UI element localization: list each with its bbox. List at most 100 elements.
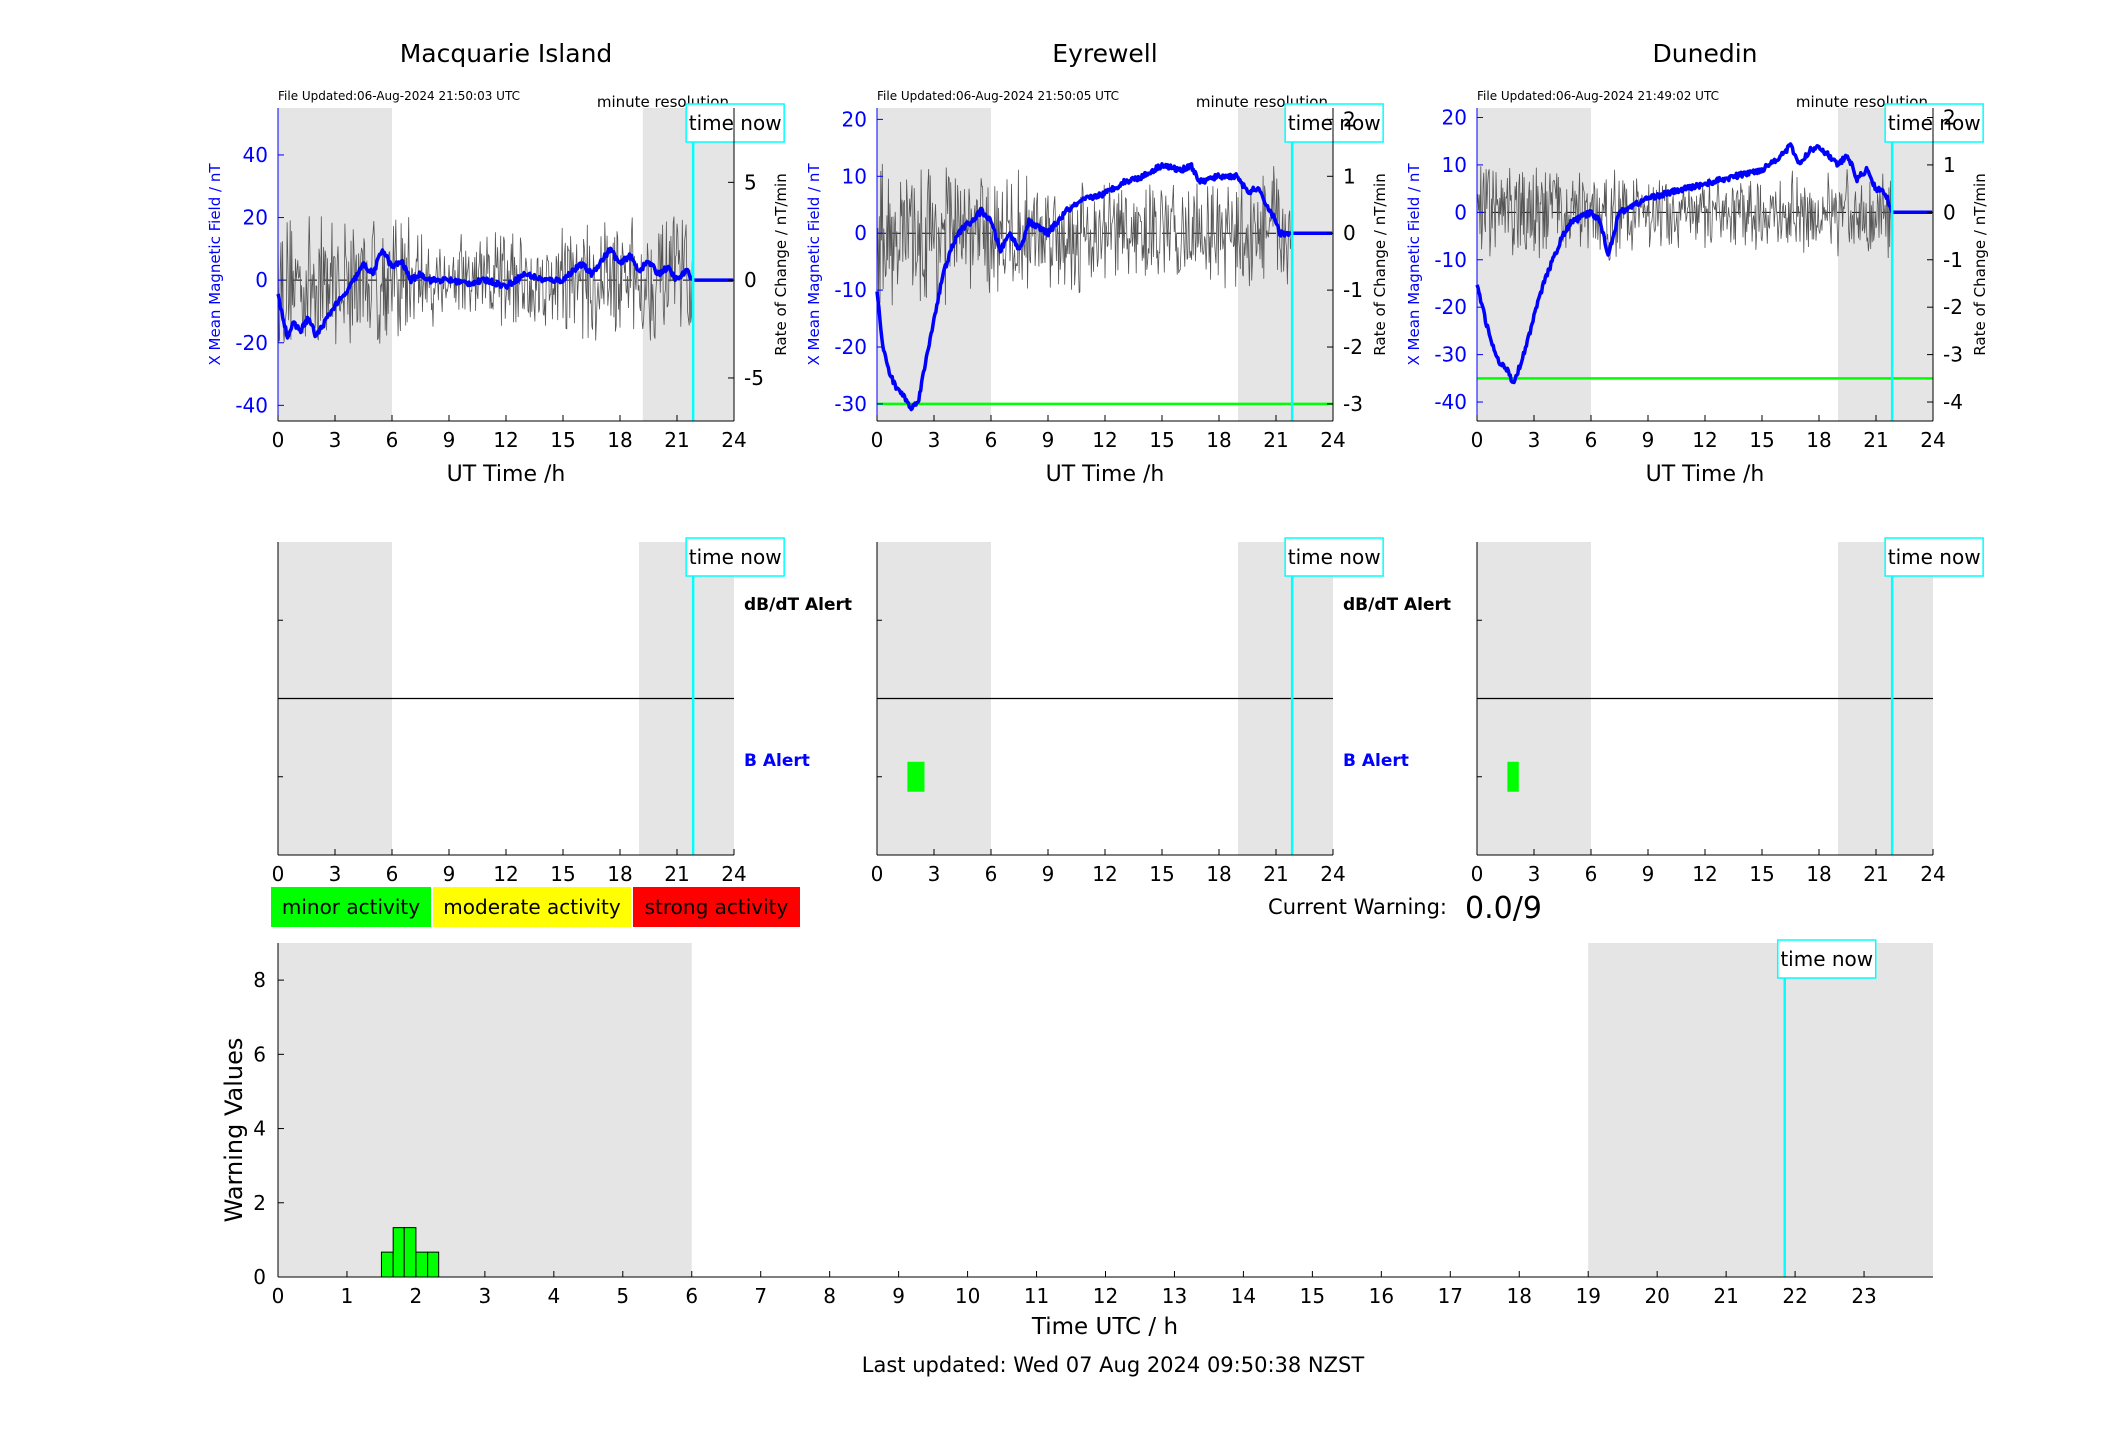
- warning-x-tick-label: 7: [754, 1284, 767, 1308]
- alert-1-dbdt-alert-label: dB/dT Alert: [1343, 595, 1451, 615]
- warning-bar: [392, 1227, 405, 1278]
- legend-label: strong activity: [645, 895, 789, 919]
- warning-time-now-label: time now: [1780, 947, 1873, 971]
- station-1-y-tick-label-left: -30: [834, 392, 867, 416]
- station-0-time-now-frame: [685, 103, 785, 143]
- station-2-file-updated: File Updated:06-Aug-2024 21:49:02 UTC: [1477, 89, 1719, 103]
- alert-1-x-tick-label: 0: [871, 862, 884, 886]
- station-0-x-tick-label: 15: [550, 428, 575, 452]
- warning-x-tick-label: 18: [1507, 1284, 1532, 1308]
- station-0-time-now-label: time now: [689, 111, 782, 135]
- warning-x-tick-label: 6: [685, 1284, 698, 1308]
- warning-x-tick-label: 4: [547, 1284, 560, 1308]
- alert-0-b-alert-label: B Alert: [744, 751, 810, 771]
- legend-item-minor-activity: minor activity: [271, 887, 431, 927]
- warning-y-tick-label: 4: [253, 1117, 266, 1141]
- station-2-rate-of-change-trace: [1476, 166, 1893, 262]
- station-0-title: Macquarie Island: [400, 39, 613, 68]
- warning-x-tick-label: 22: [1782, 1284, 1807, 1308]
- warning-x-tick-label: 2: [410, 1284, 423, 1308]
- station-1-y-tick-label-left: 20: [842, 107, 867, 131]
- station-2-title: Dunedin: [1653, 39, 1758, 68]
- legend-item-strong-activity: strong activity: [633, 887, 800, 927]
- warning-x-tick-label: 11: [1024, 1284, 1049, 1308]
- station-1-time-now-box: time now: [1284, 103, 1384, 143]
- station-2-y-tick-label-right: -1: [1943, 248, 1963, 272]
- alert-2-time-now-box: time now: [1884, 537, 1984, 577]
- alert-2-x-tick-label: 3: [1528, 862, 1541, 886]
- station-1-y-tick-label-left: 10: [842, 164, 867, 188]
- alert-1-time-now-frame: [1284, 537, 1384, 577]
- alert-0-time-now-frame: [685, 537, 785, 577]
- station-0-y-tick-label-left: -40: [235, 393, 268, 417]
- legend-label: moderate activity: [443, 895, 621, 919]
- alert-2-x-tick-label: 15: [1749, 862, 1774, 886]
- warning-x-tick-label: 0: [272, 1284, 285, 1308]
- alert-1-x-tick-label: 24: [1320, 862, 1345, 886]
- station-1-y-tick-label-right: 1: [1343, 164, 1356, 188]
- station-0-y-tick-label-left: 0: [255, 268, 268, 292]
- station-1-y-tick-label-right: -3: [1343, 392, 1363, 416]
- alert-1-x-tick-label: 21: [1263, 862, 1288, 886]
- station-2-x-tick-label: 21: [1863, 428, 1888, 452]
- alert-2-x-tick-label: 9: [1642, 862, 1655, 886]
- station-1-y-tick-label-right: 2: [1343, 107, 1356, 131]
- alert-1-x-tick-label: 18: [1206, 862, 1231, 886]
- station-2-x-tick-label: 15: [1749, 428, 1774, 452]
- station-0-x-tick-label: 9: [443, 428, 456, 452]
- warning-bar: [427, 1251, 440, 1278]
- warning-x-tick-label: 8: [823, 1284, 836, 1308]
- station-1-x-tick-label: 9: [1042, 428, 1055, 452]
- station-2-y-tick-label-right: -2: [1943, 295, 1963, 319]
- station-0-x-tick-label: 0: [272, 428, 285, 452]
- alert-1-b-alert-bar: [907, 761, 925, 792]
- station-2-y-tick-label-left: -20: [1434, 295, 1467, 319]
- station-2-y-tick-label-left: 0: [1454, 200, 1467, 224]
- warning-bar: [380, 1251, 394, 1278]
- alert-2-x-tick-label: 6: [1585, 862, 1598, 886]
- warning-time-now-box: time now: [1776, 939, 1877, 979]
- alert-2-x-tick-label: 21: [1863, 862, 1888, 886]
- warning-x-tick-label: 10: [955, 1284, 980, 1308]
- alert-0-x-tick-label: 3: [329, 862, 342, 886]
- warning-bar: [415, 1251, 429, 1278]
- warning-x-tick-label: 9: [892, 1284, 905, 1308]
- warning-x-tick-label: 14: [1231, 1284, 1256, 1308]
- warning-x-tick-label: 16: [1369, 1284, 1394, 1308]
- station-0-night-shade: [642, 108, 734, 421]
- station-1-y-tick-label-right: -1: [1343, 278, 1363, 302]
- warning-x-tick-label: 13: [1162, 1284, 1187, 1308]
- alert-2-b-alert-bar: [1507, 761, 1519, 792]
- warning-y-tick-label: 2: [253, 1191, 266, 1215]
- alert-1-x-tick-label: 12: [1092, 862, 1117, 886]
- station-0-x-tick-label: 18: [607, 428, 632, 452]
- station-0-x-tick-label: 24: [721, 428, 746, 452]
- alert-1-time-now-box: time now: [1284, 537, 1384, 577]
- alert-0-time-now-label: time now: [689, 545, 782, 569]
- station-1-file-updated: File Updated:06-Aug-2024 21:50:05 UTC: [877, 89, 1119, 103]
- station-2-y-tick-label-left: -40: [1434, 390, 1467, 414]
- alert-0-x-tick-label: 15: [550, 862, 575, 886]
- warning-x-tick-label: 15: [1300, 1284, 1325, 1308]
- station-0-y-tick-label-left: -20: [235, 331, 268, 355]
- station-2-time-now-frame: [1884, 103, 1984, 143]
- alert-0-dbdt-alert-label: dB/dT Alert: [744, 595, 852, 615]
- alert-0-x-tick-label: 21: [664, 862, 689, 886]
- station-1-field-series: [875, 162, 1333, 412]
- alert-0-x-tick-label: 0: [272, 862, 285, 886]
- legend-item-moderate-activity: moderate activity: [433, 887, 631, 927]
- station-0-time-now-box: time now: [685, 103, 785, 143]
- station-2-y-label-left: X Mean Magnetic Field / nT: [1405, 163, 1423, 366]
- station-0-y-tick-label-right: -5: [744, 366, 764, 390]
- station-0-y-label-right: Rate of Change / nT/min: [772, 173, 790, 355]
- legend-label: minor activity: [282, 895, 420, 919]
- warning-y-tick-label: 6: [253, 1042, 266, 1066]
- station-2-y-tick-label-left: 20: [1442, 105, 1467, 129]
- station-2-y-tick-label-right: 1: [1943, 153, 1956, 177]
- station-0-x-tick-label: 21: [664, 428, 689, 452]
- warning-y-label: Warning Values: [220, 1038, 248, 1223]
- alert-1-x-tick-label: 9: [1042, 862, 1055, 886]
- alert-1-x-tick-label: 15: [1149, 862, 1174, 886]
- station-1-time-now-frame: [1284, 103, 1384, 143]
